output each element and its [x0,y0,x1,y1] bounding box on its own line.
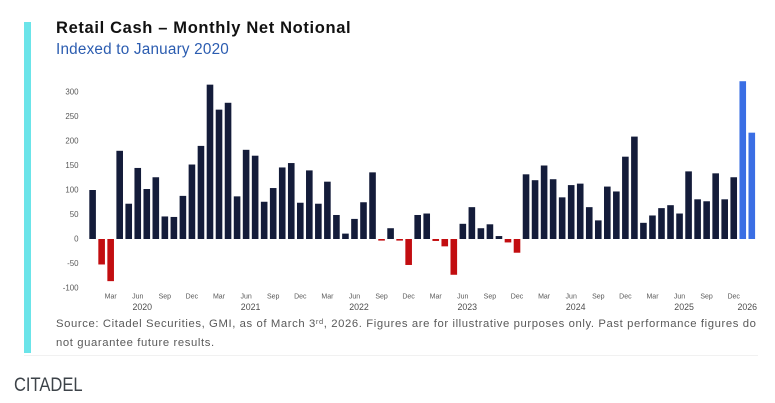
svg-text:300: 300 [65,88,79,97]
svg-text:2021: 2021 [241,302,261,312]
svg-text:Mar: Mar [321,294,334,301]
svg-text:2025: 2025 [674,302,694,312]
svg-text:Dec: Dec [511,294,524,301]
svg-text:Jun: Jun [349,294,360,301]
svg-text:Sep: Sep [375,294,388,301]
svg-text:2023: 2023 [458,302,478,312]
svg-text:2026: 2026 [738,302,758,312]
svg-text:Dec: Dec [402,294,415,301]
svg-text:Jun: Jun [674,294,685,301]
svg-text:Sep: Sep [159,294,172,301]
svg-text:Mar: Mar [430,294,443,301]
svg-text:Jun: Jun [457,294,468,301]
svg-text:-100: -100 [63,284,79,293]
svg-text:2020: 2020 [133,302,153,312]
svg-text:Dec: Dec [294,294,307,301]
svg-text:Sep: Sep [700,294,713,301]
svg-text:250: 250 [65,112,79,121]
svg-text:Dec: Dec [619,294,632,301]
svg-text:Sep: Sep [592,294,605,301]
svg-text:-50: -50 [67,259,79,268]
svg-text:Jun: Jun [240,294,251,301]
svg-text:50: 50 [70,210,79,219]
svg-text:Mar: Mar [213,294,226,301]
svg-text:2024: 2024 [566,302,586,312]
svg-text:Sep: Sep [484,294,497,301]
svg-text:Jun: Jun [132,294,143,301]
svg-text:Jun: Jun [566,294,577,301]
svg-text:Dec: Dec [727,294,740,301]
svg-text:0: 0 [74,235,79,244]
svg-text:Mar: Mar [538,294,551,301]
svg-text:Mar: Mar [105,294,118,301]
svg-text:150: 150 [65,161,79,170]
svg-text:100: 100 [65,186,79,195]
svg-text:Mar: Mar [646,294,659,301]
svg-text:Dec: Dec [186,294,199,301]
svg-text:2022: 2022 [349,302,369,312]
svg-text:Sep: Sep [267,294,280,301]
svg-text:200: 200 [65,137,79,146]
